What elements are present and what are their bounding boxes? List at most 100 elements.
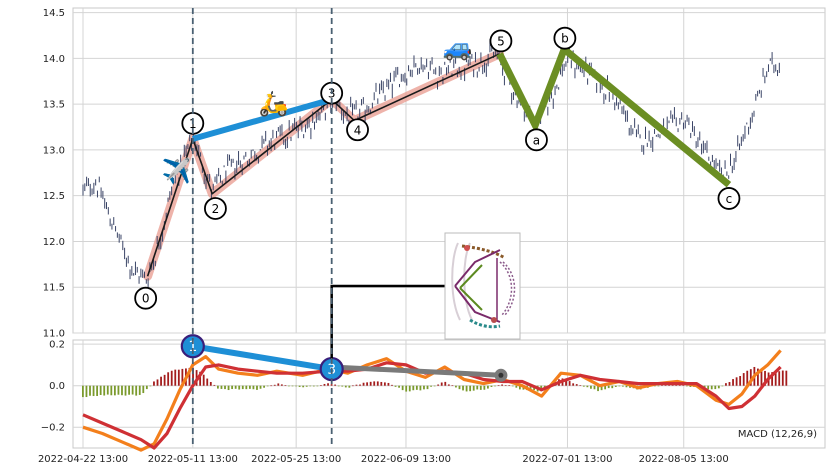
price-y-axis: 11.0 11.5 12.0 12.5 13.0 13.5 14.0 14.5	[43, 8, 65, 339]
macd-histogram-bar	[579, 385, 582, 387]
macd-histogram-bar	[199, 371, 202, 386]
airplane-icon: ✈️	[162, 156, 192, 185]
macd-histogram-bar	[401, 385, 404, 391]
macd-histogram-bar	[256, 385, 258, 390]
corrective-wave-lines	[496, 43, 732, 188]
macd-histogram-bar	[160, 376, 162, 386]
macd-histogram-bar	[238, 385, 241, 390]
macd-histogram-bar	[149, 385, 152, 387]
macd-histogram-bar	[444, 381, 447, 386]
macd-panel: 0.2 0.0 −0.2 13 MACD (12,26,9)	[41, 284, 826, 452]
wave-marker-4	[346, 118, 369, 142]
macd-histogram-bar	[398, 385, 400, 388]
x-tick-label: 2022-05-25 13:00	[251, 454, 341, 465]
macd-histogram-bar	[220, 385, 223, 389]
macd-histogram-bar	[717, 385, 720, 389]
macd-histogram-bar	[309, 385, 312, 387]
macd-histogram-bar	[597, 385, 599, 392]
macd-histogram-bar	[366, 382, 369, 386]
macd-histogram-bar	[518, 385, 521, 390]
macd-histogram-bar	[746, 370, 749, 386]
macd-histogram-bar	[138, 385, 141, 395]
macd-histogram-bar	[476, 385, 479, 390]
macd-histogram-bar	[600, 385, 603, 391]
macd-histogram-bar	[117, 385, 120, 395]
x-tick-label: 2022-05-11 13:00	[148, 454, 238, 465]
macd-histogram-bar	[455, 385, 457, 388]
macd-histogram-bar	[270, 385, 273, 387]
macd-histogram-bar	[202, 374, 205, 386]
macd-histogram-bar	[472, 385, 475, 391]
macd-y-tick-label: 0.0	[49, 381, 65, 392]
macd-histogram-bar	[224, 385, 226, 390]
macd-histogram-bar	[234, 385, 237, 389]
macd-histogram-bar	[735, 377, 738, 386]
macd-histogram-bar	[103, 385, 106, 396]
x-axis: 2022-04-22 13:00 2022-05-11 13:00 2022-05-…	[38, 454, 729, 465]
wave-label-0: 0	[142, 292, 150, 306]
macd-histogram-bar	[263, 385, 265, 388]
macd-histogram-bar	[387, 382, 390, 386]
macd-divergence-segment	[192, 343, 333, 373]
macd-histogram-bar	[447, 384, 450, 386]
wave-marker-c	[717, 187, 741, 210]
macd-histogram-bar	[373, 381, 376, 386]
price-panel: 11.011.512.012.513.013.514.014.5 012345a…	[43, 7, 826, 340]
macd-histogram-bar	[483, 385, 486, 390]
macd-histogram-bar	[419, 385, 422, 391]
wave-marker-b	[553, 26, 577, 50]
macd-histogram-bar	[437, 384, 440, 386]
macd-histogram-bar	[248, 385, 251, 389]
macd-histogram-bar	[749, 369, 752, 386]
macd-histogram-bar	[725, 383, 727, 386]
macd-histogram-bar	[241, 385, 244, 390]
macd-histogram-bar	[145, 385, 148, 390]
macd-histogram-bar	[575, 384, 578, 386]
inset-connector-line	[330, 284, 445, 360]
wave-label-5: 5	[497, 34, 505, 48]
price-divergence-segment	[191, 96, 333, 142]
macd-histogram-bar	[515, 385, 518, 388]
macd-y-tick-label: 0.2	[49, 340, 65, 351]
macd-histogram-bar	[739, 376, 742, 386]
macd-histogram-bar	[504, 385, 507, 386]
macd-histogram-bar	[369, 381, 372, 386]
price-y-tick-label: 11.0	[43, 329, 65, 340]
macd-histogram-bar	[622, 385, 624, 387]
price-y-tick-label: 12.5	[43, 191, 65, 202]
macd-histogram-bar	[174, 369, 177, 386]
macd-histogram-bar	[501, 384, 504, 386]
macd-histogram-bar	[188, 367, 191, 386]
macd-histogram-bar	[590, 385, 592, 389]
macd-histogram-bar	[479, 385, 482, 390]
macd-histogram-bar	[153, 381, 155, 386]
macd-histogram-bar	[280, 384, 283, 386]
macd-histogram-bar	[689, 385, 692, 387]
macd-histogram-bar	[458, 385, 461, 390]
macd-histogram-bar	[529, 385, 532, 391]
macd-histogram-bar	[106, 385, 109, 395]
macd-histogram-bar	[192, 367, 194, 386]
macd-histogram-bar	[618, 385, 621, 387]
macd-histogram-bar	[440, 382, 443, 386]
macd-legend-label: MACD (12,26,9)	[738, 429, 817, 440]
decoration-icons: ✈️ 🛵 🚙	[162, 34, 473, 186]
macd-histogram-bar	[82, 385, 84, 398]
macd-histogram-bar	[245, 385, 248, 390]
macd-histogram-bar	[430, 385, 432, 387]
macd-histogram-bar	[490, 385, 493, 387]
macd-histogram-bar	[259, 385, 262, 389]
macd-histogram-bar	[511, 385, 514, 387]
macd-histogram-bar	[685, 385, 688, 387]
macd-histogram-bar	[742, 373, 745, 386]
macd-histogram-bar	[316, 385, 319, 387]
macd-histogram-bar	[568, 381, 571, 386]
macd-histogram-bar	[668, 384, 670, 386]
macd-marker-1	[180, 334, 205, 359]
macd-histogram-bar	[110, 385, 113, 396]
wave-label-b: b	[561, 32, 569, 46]
scooter-icon: 🛵	[259, 89, 289, 117]
macd-histogram-bar	[760, 370, 763, 386]
macd-y-tick-label: −0.2	[41, 423, 65, 434]
